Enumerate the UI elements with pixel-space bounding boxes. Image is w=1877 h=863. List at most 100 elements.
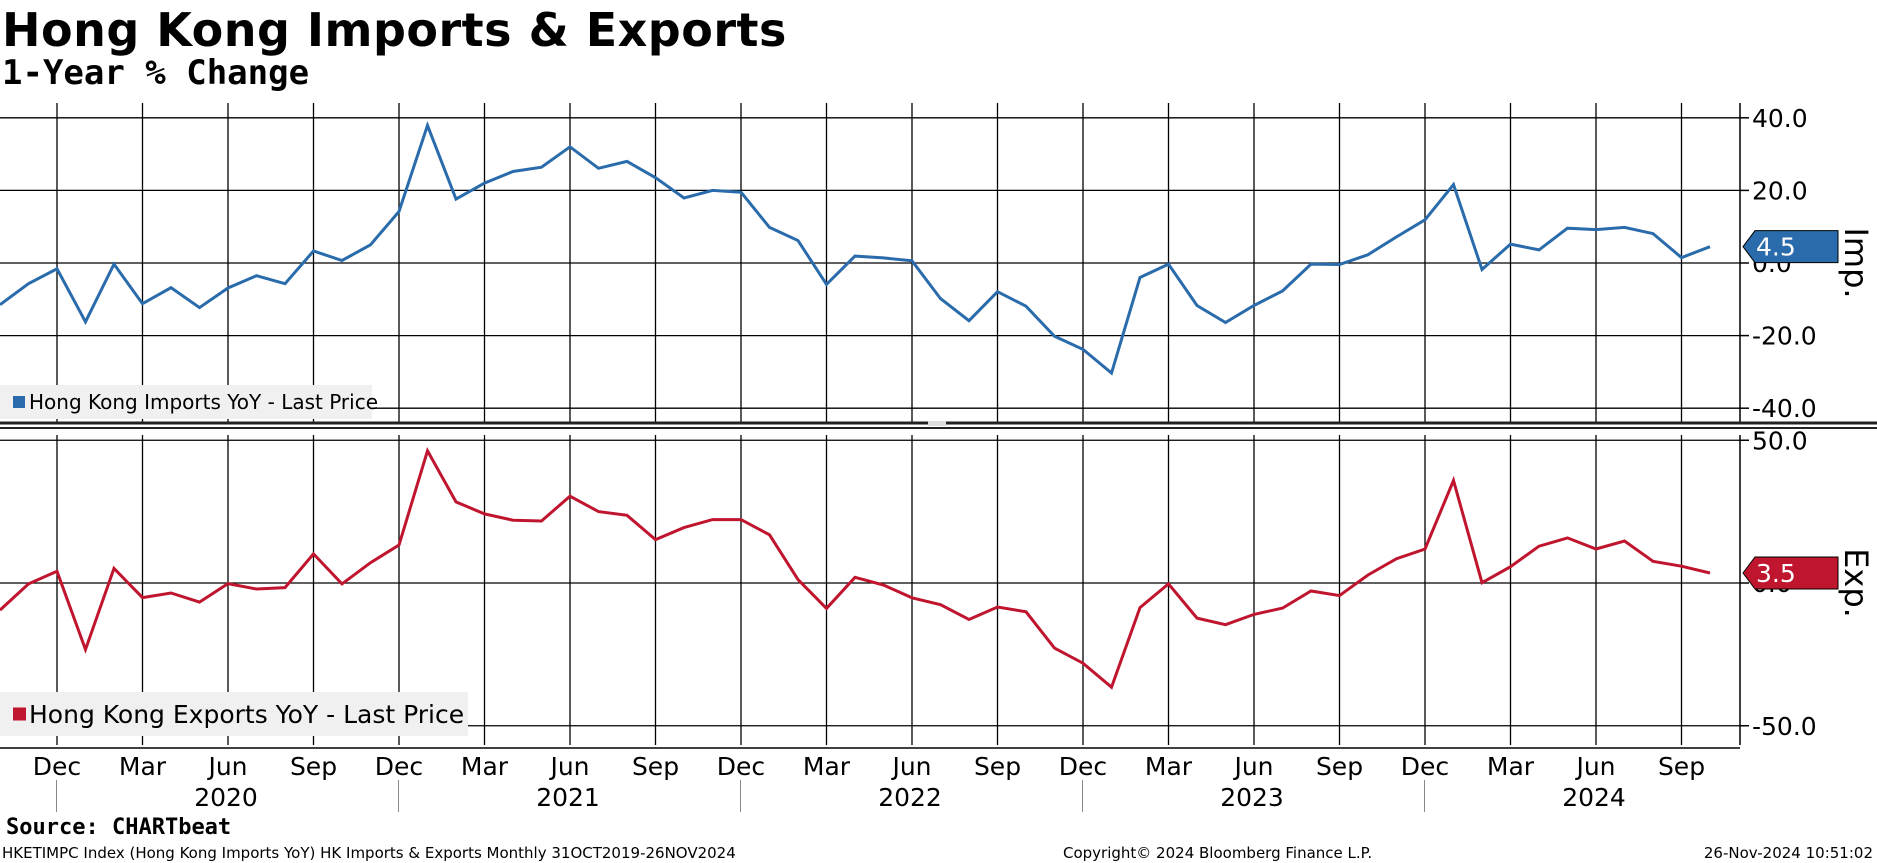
x-tick-label: Mar xyxy=(1487,752,1535,781)
y-axis-title: Imp. xyxy=(1837,227,1875,298)
x-tick-label: Mar xyxy=(461,752,509,781)
legend-swatch xyxy=(13,707,26,721)
legend-box xyxy=(0,385,372,419)
data-point xyxy=(284,586,287,589)
data-point xyxy=(1709,245,1712,248)
data-point xyxy=(1509,565,1512,568)
data-point xyxy=(141,302,144,305)
data-point xyxy=(1310,263,1313,266)
data-point xyxy=(1452,479,1455,482)
data-point xyxy=(797,239,800,242)
data-point xyxy=(426,449,429,452)
data-point xyxy=(540,520,543,523)
data-point xyxy=(284,282,287,285)
data-point xyxy=(512,519,515,522)
data-point xyxy=(1424,218,1427,221)
data-point xyxy=(1367,574,1370,577)
y-tick-label: -50.0 xyxy=(1752,712,1817,741)
data-point xyxy=(1025,610,1028,613)
data-point xyxy=(141,596,144,599)
data-point xyxy=(939,603,942,606)
data-point xyxy=(597,167,600,170)
chart-subtitle: 1-Year % Change xyxy=(2,53,310,93)
data-point xyxy=(1481,268,1484,271)
data-point xyxy=(512,170,515,173)
data-point xyxy=(1680,565,1683,568)
data-point xyxy=(1623,226,1626,229)
data-point xyxy=(1623,540,1626,543)
x-tick-label: Sep xyxy=(1316,752,1363,781)
year-label: 2021 xyxy=(536,783,600,812)
data-point xyxy=(1196,304,1199,307)
data-point xyxy=(1424,548,1427,551)
x-tick-label: Dec xyxy=(33,752,81,781)
data-point xyxy=(426,124,429,127)
imports-line xyxy=(0,120,1711,376)
data-point xyxy=(1196,617,1199,620)
data-point xyxy=(1595,548,1598,551)
data-point xyxy=(1509,243,1512,246)
data-point xyxy=(113,263,116,266)
data-point xyxy=(1110,686,1113,689)
data-point xyxy=(56,570,59,573)
data-point xyxy=(198,306,201,309)
data-point xyxy=(825,283,828,286)
year-label: 2024 xyxy=(1562,783,1626,812)
data-point xyxy=(56,267,59,270)
data-point xyxy=(1395,557,1398,560)
data-point xyxy=(882,583,885,586)
data-point xyxy=(198,601,201,604)
last-value-flag xyxy=(1742,230,1839,264)
data-point xyxy=(1082,348,1085,351)
data-point xyxy=(170,591,173,594)
data-point xyxy=(1538,545,1541,548)
data-point xyxy=(255,587,258,590)
data-point xyxy=(455,198,458,201)
data-point xyxy=(825,607,828,610)
data-point xyxy=(768,226,771,229)
footer-copyright: Copyright© 2024 Bloomberg Finance L.P. xyxy=(1063,844,1373,862)
x-tick-label: Mar xyxy=(803,752,851,781)
data-point xyxy=(1167,582,1170,585)
data-point xyxy=(1139,606,1142,609)
data-point xyxy=(27,282,30,285)
source-value: CHARTbeat xyxy=(111,815,232,840)
data-point xyxy=(854,255,857,258)
data-point xyxy=(84,648,87,651)
data-point xyxy=(255,274,258,277)
data-point xyxy=(1253,613,1256,616)
x-tick-label: Jun xyxy=(1574,752,1615,781)
data-point xyxy=(84,320,87,323)
year-label: 2020 xyxy=(194,783,258,812)
legend-label: Hong Kong Exports YoY - Last Price xyxy=(29,700,464,729)
data-point xyxy=(882,256,885,259)
data-point xyxy=(170,286,173,289)
data-point xyxy=(27,582,30,585)
source-label: Source: xyxy=(6,815,99,840)
data-point xyxy=(398,210,401,213)
data-point xyxy=(369,243,372,246)
data-point xyxy=(113,567,116,570)
data-point xyxy=(911,596,914,599)
data-point xyxy=(1139,276,1142,279)
y-tick-label: 40.0 xyxy=(1752,104,1808,133)
last-value-flag xyxy=(1742,556,1839,590)
data-point xyxy=(1310,589,1313,592)
data-point xyxy=(1167,263,1170,266)
data-point xyxy=(1338,263,1341,266)
data-point xyxy=(968,319,971,322)
legend-label: Hong Kong Imports YoY - Last Price xyxy=(29,390,378,414)
year-label: 2022 xyxy=(878,783,942,812)
x-tick-label: Jun xyxy=(206,752,247,781)
x-tick-label: Jun xyxy=(548,752,589,781)
data-point xyxy=(1082,662,1085,665)
data-point xyxy=(1652,232,1655,235)
data-point xyxy=(1709,572,1712,575)
data-point xyxy=(740,191,743,194)
data-point xyxy=(1224,623,1227,626)
last-value-label: 4.5 xyxy=(1756,233,1796,262)
footer-ticker: HKETIMPC Index (Hong Kong Imports YoY) H… xyxy=(2,844,736,862)
data-point xyxy=(768,533,771,536)
